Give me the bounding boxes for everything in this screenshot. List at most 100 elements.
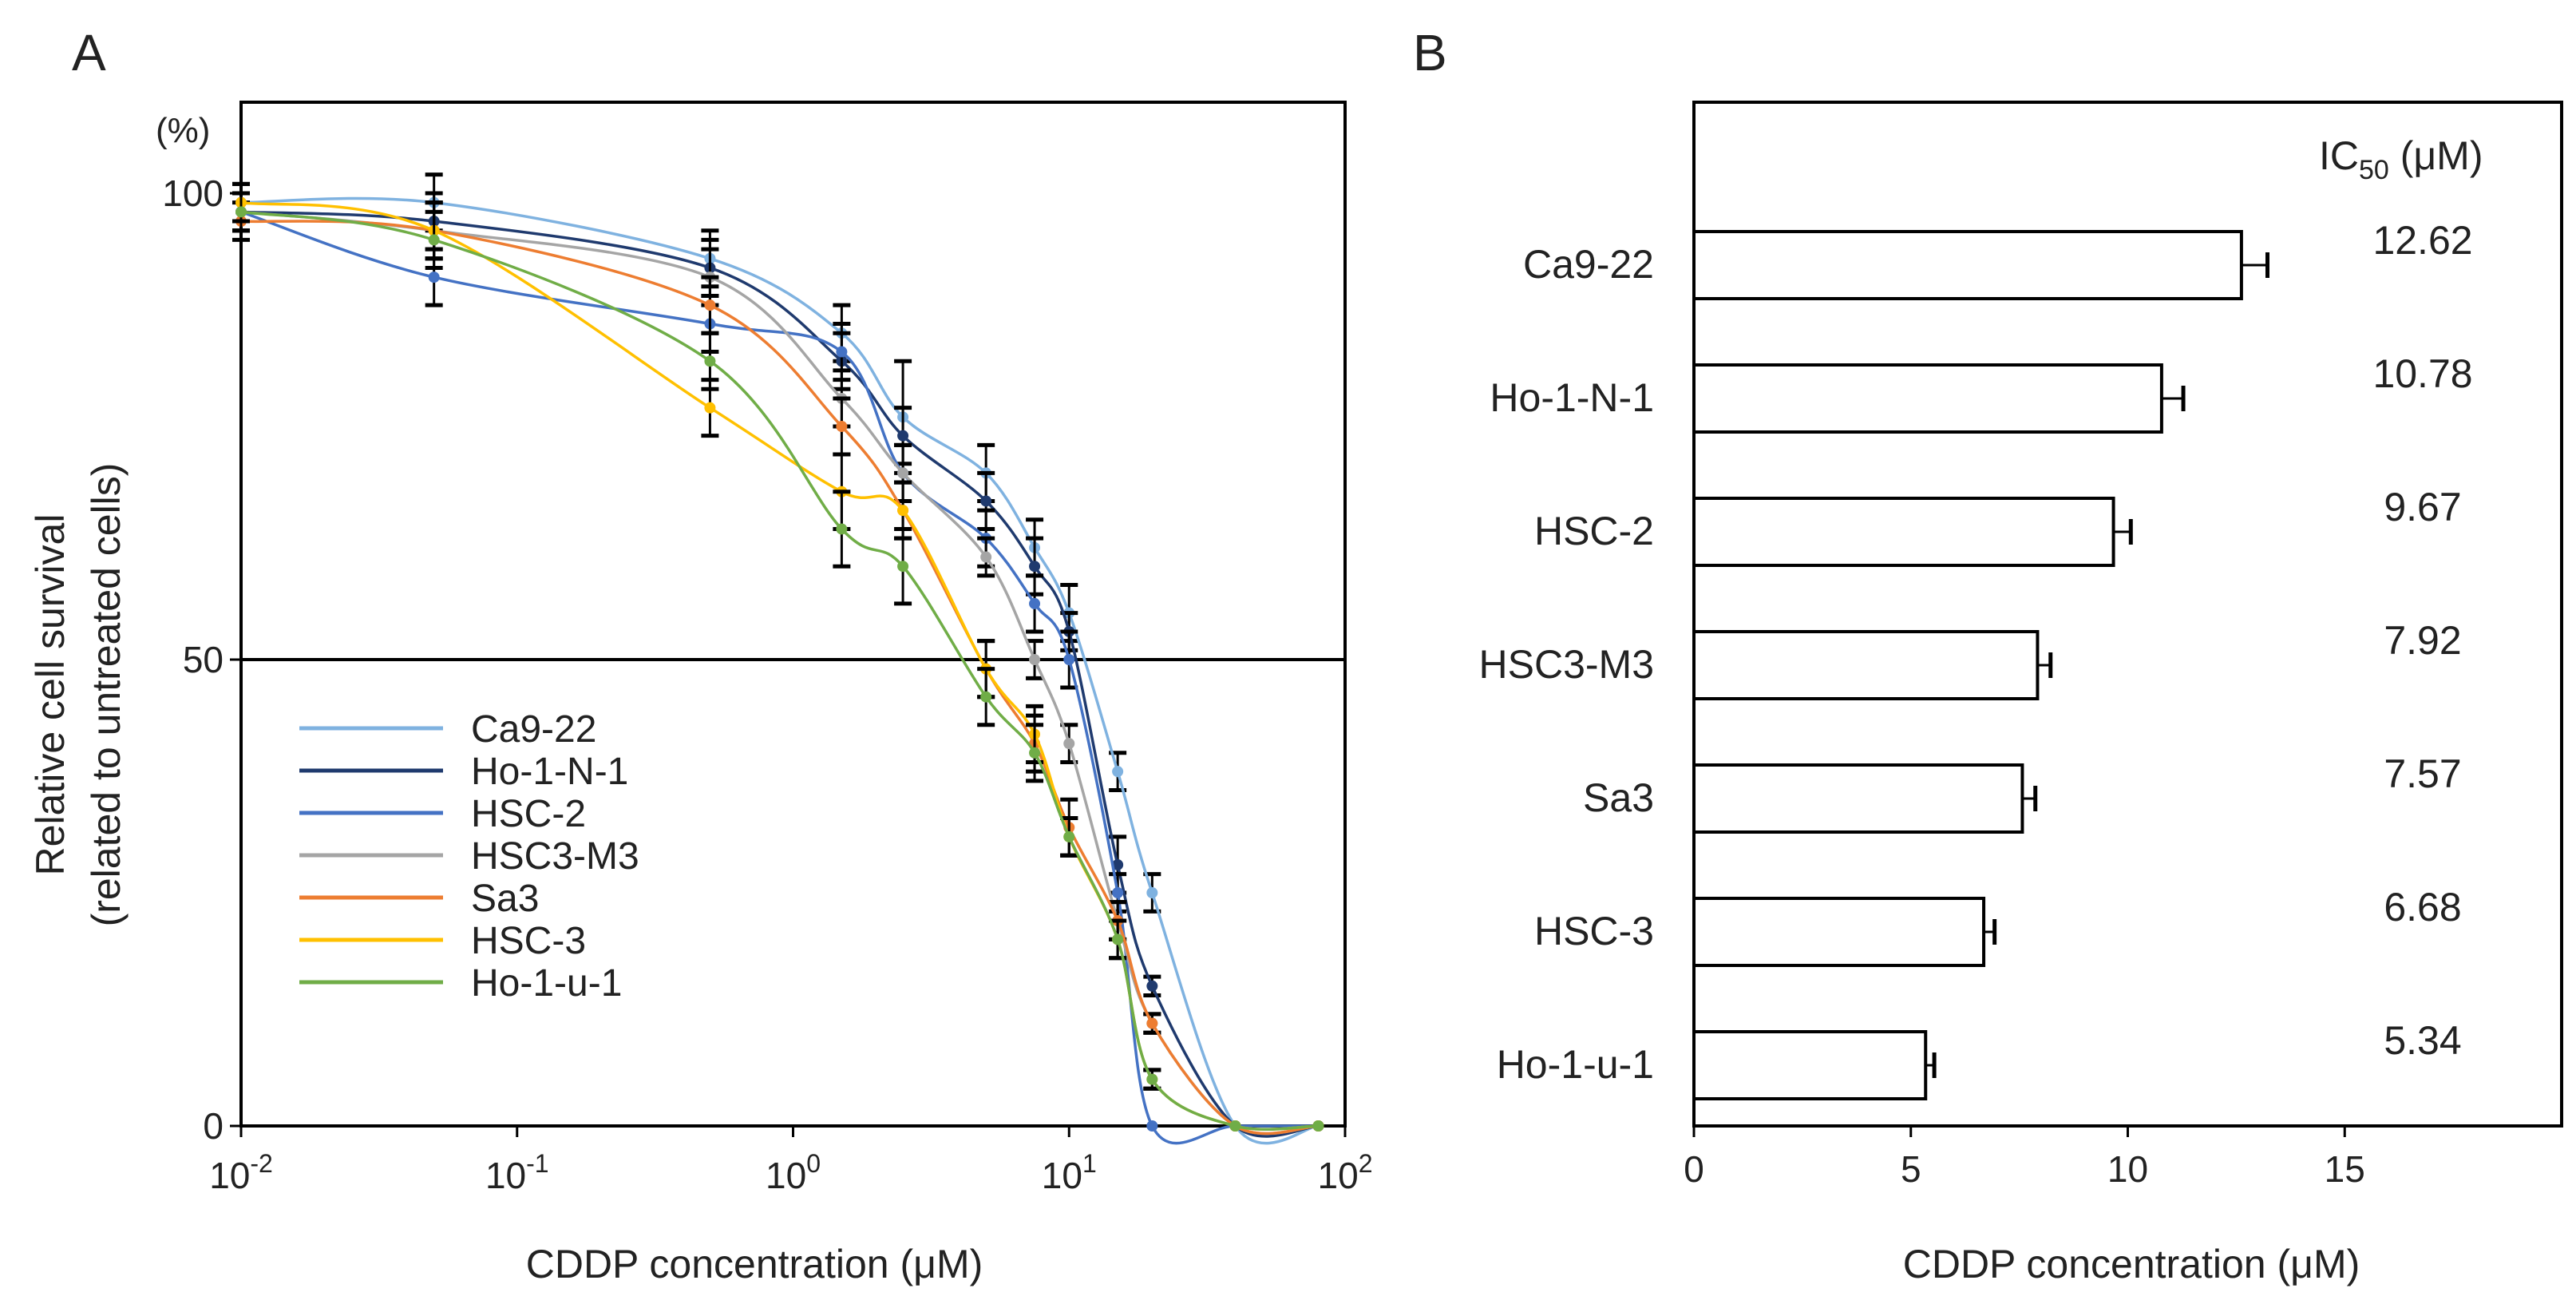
- x-tick-base: 10: [209, 1155, 250, 1196]
- legend-label-hsc-3: HSC-3: [471, 920, 586, 962]
- category-label-hsc-2: HSC-2: [1534, 509, 1654, 553]
- x-tick-exponent: 1: [1082, 1149, 1097, 1178]
- data-point-ho-1-u-1: [428, 234, 440, 246]
- x-tick-label: 102: [1318, 1149, 1373, 1196]
- series-line-hsc-2: [240, 210, 1319, 1145]
- legend-label-ho-1-n-1: Ho-1-N-1: [471, 751, 628, 793]
- data-point-hsc-2: [1063, 654, 1075, 665]
- panel-a-x-ticks: 10-2 10-1 100 101 102: [209, 1126, 1372, 1196]
- series-ho-1-n-1: [232, 191, 1324, 1138]
- panel-a-yunit: (%): [156, 111, 210, 150]
- data-point-ho-1-u-1: [897, 561, 909, 573]
- ic50-value-hsc3-m3: 7.92: [2384, 618, 2461, 663]
- category-label-ho-1-n-1: Ho-1-N-1: [1490, 375, 1654, 420]
- series-hsc3-m3: [232, 191, 1324, 1136]
- bar-ca9-22: [1692, 230, 2243, 300]
- panel-a-legend: Ca9-22Ho-1-N-1HSC-2HSC3-M3Sa3HSC-3Ho-1-u…: [299, 708, 639, 1005]
- bar-group-hsc-3: HSC-3 6.68: [1534, 885, 2462, 967]
- ic50-value-sa3: 7.57: [2384, 751, 2461, 796]
- ic50-value-ho-1-n-1: 10.78: [2372, 351, 2472, 396]
- data-point-hsc-2: [1112, 887, 1124, 898]
- data-point-sa3: [1146, 1017, 1158, 1029]
- bar-group-sa3: Sa3 7.57: [1583, 751, 2462, 834]
- panel-a-xlabel: CDDP concentration (μM): [526, 1242, 983, 1286]
- panel-b-ic50-header: IC50 (μM): [2319, 133, 2483, 185]
- panel-a-letter: A: [72, 24, 106, 81]
- x-tick-base: 10: [1042, 1155, 1082, 1196]
- series-line-ho-1-u-1: [240, 210, 1319, 1132]
- series-line-ca9-22: [240, 196, 1319, 1145]
- category-label-sa3: Sa3: [1583, 775, 1654, 820]
- legend-label-ho-1-u-1: Ho-1-u-1: [471, 962, 622, 1005]
- data-point-ho-1-u-1: [1146, 1073, 1158, 1085]
- bar-ho-1-u-1: [1692, 1030, 1928, 1100]
- panel-a-ylabel-line1: Relative cell survival: [28, 514, 73, 876]
- bar-group-ho-1-u-1: Ho-1-u-1 5.34: [1497, 1018, 2462, 1100]
- data-point-ho-1-u-1: [980, 691, 992, 703]
- legend-label-ca9-22: Ca9-22: [471, 708, 596, 751]
- panel-a-plot-frame: [239, 101, 1347, 1128]
- data-point-hsc3-m3: [1029, 654, 1041, 665]
- data-point-ho-1-u-1: [1229, 1120, 1241, 1132]
- data-point-ca9-22: [1146, 887, 1158, 898]
- data-point-ho-1-u-1: [836, 523, 848, 535]
- x-tick-base: 10: [485, 1155, 526, 1196]
- y-tick-label: 100: [162, 172, 224, 214]
- data-point-ho-1-u-1: [235, 206, 247, 218]
- data-point-ho-1-n-1: [1146, 980, 1158, 992]
- legend-label-hsc3-m3: HSC3-M3: [471, 835, 639, 878]
- ic50-subscript: 50: [2359, 155, 2389, 185]
- x-tick-exponent: -1: [526, 1149, 548, 1178]
- bar-group-hsc-2: HSC-2 9.67: [1534, 485, 2462, 567]
- ic50-value-hsc-3: 6.68: [2384, 885, 2461, 929]
- data-point-hsc-2: [1146, 1120, 1158, 1132]
- data-point-hsc-2: [1029, 597, 1041, 609]
- bar-ho-1-n-1: [1692, 363, 2163, 434]
- x-tick-label: 15: [2325, 1148, 2365, 1190]
- data-point-hsc-2: [428, 272, 440, 283]
- x-tick-label: 0: [1684, 1148, 1704, 1190]
- category-label-ca9-22: Ca9-22: [1523, 242, 1654, 287]
- y-tick-label: 50: [183, 639, 224, 680]
- x-tick-label: 10-1: [485, 1149, 549, 1196]
- data-point-hsc-2: [836, 346, 848, 358]
- panel-b: B IC50 (μM) CDDP concentration (μM) 0 5 10…: [1413, 24, 2563, 1286]
- data-point-hsc-3: [897, 505, 909, 517]
- legend-label-hsc-2: HSC-2: [471, 793, 586, 835]
- data-point-ho-1-u-1: [1029, 747, 1041, 759]
- category-label-hsc-3: HSC-3: [1534, 909, 1654, 953]
- data-point-ho-1-u-1: [1063, 830, 1075, 842]
- x-tick-label: 101: [1042, 1149, 1097, 1196]
- x-tick-exponent: 2: [1359, 1149, 1373, 1178]
- data-point-ho-1-u-1: [1312, 1120, 1324, 1132]
- legend-label-sa3: Sa3: [471, 878, 539, 920]
- category-label-ho-1-u-1: Ho-1-u-1: [1497, 1042, 1654, 1087]
- y-tick-label: 0: [203, 1105, 224, 1147]
- data-point-ho-1-n-1: [1029, 561, 1041, 573]
- bar-group-ca9-22: Ca9-22 12.62: [1523, 218, 2473, 300]
- series-ho-1-u-1: [232, 191, 1324, 1132]
- data-point-ho-1-n-1: [897, 430, 909, 442]
- x-tick-base: 10: [766, 1155, 806, 1196]
- data-point-hsc3-m3: [1063, 738, 1075, 750]
- data-point-ho-1-u-1: [1112, 933, 1124, 945]
- x-tick-base: 10: [1318, 1155, 1359, 1196]
- panel-b-x-ticks: 0 5 10 15: [1684, 1126, 2365, 1190]
- x-tick-exponent: 0: [806, 1149, 821, 1178]
- ic50-unit: (μM): [2389, 133, 2483, 178]
- ic50-value-hsc-2: 9.67: [2384, 485, 2461, 529]
- data-point-sa3: [704, 299, 716, 311]
- data-point-ho-1-n-1: [1112, 858, 1124, 870]
- bar-hsc3-m3: [1692, 630, 2040, 700]
- bar-hsc-2: [1692, 497, 2115, 567]
- data-point-ho-1-n-1: [980, 495, 992, 507]
- series-line-hsc-3: [240, 200, 1319, 1132]
- data-point-hsc3-m3: [980, 551, 992, 563]
- bar-hsc-3: [1692, 897, 1986, 967]
- ic50-value-ca9-22: 12.62: [2372, 218, 2472, 263]
- x-tick-label: 10-2: [209, 1149, 273, 1196]
- bar-sa3: [1692, 763, 2024, 834]
- panel-b-xlabel: CDDP concentration (μM): [1903, 1242, 2360, 1286]
- ic50-label: IC: [2319, 133, 2359, 178]
